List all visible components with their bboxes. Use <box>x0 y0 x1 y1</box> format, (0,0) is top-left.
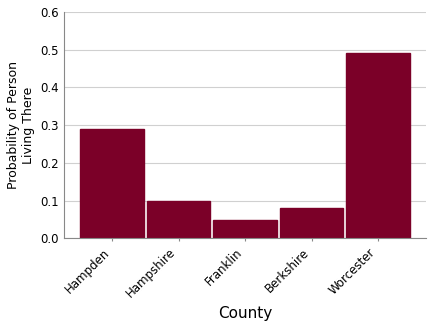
Bar <box>213 219 277 238</box>
Bar <box>81 129 144 238</box>
Bar <box>147 201 210 238</box>
Bar <box>346 53 410 238</box>
X-axis label: County: County <box>218 306 272 321</box>
Y-axis label: Probability of Person
Living There: Probability of Person Living There <box>7 61 35 189</box>
Bar <box>280 208 343 238</box>
